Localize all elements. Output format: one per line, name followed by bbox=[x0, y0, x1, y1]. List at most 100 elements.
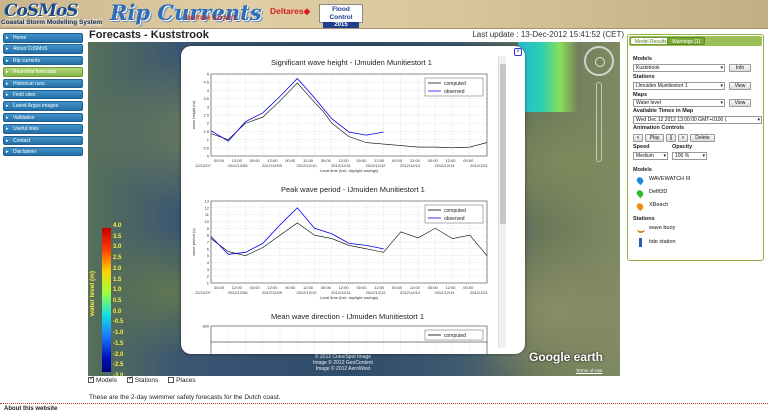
legend-box bbox=[424, 204, 484, 224]
layer-toggle-stations[interactable]: Stations bbox=[126, 375, 163, 384]
x-tick-hour: 12:00 bbox=[339, 285, 350, 290]
y-tick-label: 4.5 bbox=[203, 80, 209, 85]
nav-item-home[interactable]: Home bbox=[3, 33, 83, 43]
y-tick-label: 8 bbox=[207, 233, 210, 238]
x-tick-hour: 00:00 bbox=[356, 158, 367, 163]
nav-item-disclaimer[interactable]: Disclaimer bbox=[3, 146, 83, 157]
view-map-button[interactable]: View bbox=[729, 99, 751, 107]
time-select[interactable]: Wed Dec 12 2012 13:00:00 GMT+0100 ( bbox=[633, 116, 762, 124]
nav-item-historical-runs[interactable]: Historical runs bbox=[3, 78, 83, 89]
left-navigation: HomeAbout CoSMoSRip currentsReal-time fo… bbox=[3, 33, 83, 158]
x-tick-hour: 00:00 bbox=[321, 158, 332, 163]
colorbar-tick: 2.5 bbox=[113, 255, 122, 262]
x-tick-hour: 00:00 bbox=[392, 285, 403, 290]
nav-item-about-cosmos[interactable]: About CoSMoS bbox=[3, 44, 83, 54]
plot-title-peak-period: Peak wave period - IJmuiden Munitiestort… bbox=[281, 185, 425, 194]
speed-select[interactable]: Medium bbox=[633, 152, 668, 160]
anim-play-button[interactable]: Play bbox=[645, 134, 664, 142]
maps-label: Maps bbox=[633, 92, 648, 98]
station-select[interactable]: IJmuiden Munitiestort 1 bbox=[633, 82, 725, 90]
close-icon[interactable]: × bbox=[514, 48, 522, 56]
anim-delete-button[interactable]: Delete bbox=[690, 134, 715, 142]
stations-legend-label: Stations bbox=[633, 216, 655, 222]
x-tick-hour: 12:00 bbox=[445, 285, 456, 290]
terms-of-use-link[interactable]: Terms of Use bbox=[576, 368, 603, 373]
nav-item-latest-argus-images[interactable]: Latest Argus images bbox=[3, 101, 83, 111]
y-tick-label: 4 bbox=[207, 260, 210, 265]
nav-item-useful-links[interactable]: Useful links bbox=[3, 124, 83, 134]
x-tick-date: 2012/12/12 bbox=[365, 290, 386, 295]
places-checkbox[interactable] bbox=[168, 377, 175, 383]
y-tick-label: 1 bbox=[207, 281, 210, 286]
x-tick-hour: 12:00 bbox=[339, 158, 350, 163]
x-tick-hour: 00:00 bbox=[250, 158, 261, 163]
y-tick-label: 2 bbox=[207, 121, 210, 126]
legend-wavewatch: WAVEWATCH III bbox=[649, 176, 691, 182]
model-select[interactable]: Kuststrook bbox=[633, 64, 725, 72]
opacity-select[interactable]: 100 % bbox=[672, 152, 707, 160]
popup-scrollbar[interactable] bbox=[498, 56, 506, 348]
scrollbar-thumb[interactable] bbox=[500, 64, 506, 224]
layer-toggle-models[interactable]: Models bbox=[88, 375, 121, 384]
x-tick-hour: 00:00 bbox=[285, 285, 296, 290]
colorbar-tick: 2.0 bbox=[113, 265, 122, 272]
flood-control-logo[interactable]: Flood Control 2015 bbox=[319, 4, 363, 28]
series-line-observed bbox=[210, 207, 384, 255]
nav-item-contact[interactable]: Contact bbox=[3, 135, 83, 146]
wave-buoy-icon bbox=[637, 226, 645, 233]
x-tick-date: 12/12/07 bbox=[195, 290, 211, 295]
legend-tide-station: tide station bbox=[649, 239, 676, 245]
zoom-slider[interactable] bbox=[596, 82, 602, 162]
x-tick-date: 2012/12/13 bbox=[400, 290, 421, 295]
page-title: Forecasts - Kuststrook bbox=[89, 29, 209, 41]
x-tick-date: 2012/12/10 bbox=[296, 163, 317, 168]
nav-item-rip-currents[interactable]: Rip currents bbox=[3, 55, 83, 66]
nav-item-field-sites[interactable]: Field sites bbox=[3, 89, 83, 100]
x-tick-date: 2012/12/13 bbox=[400, 163, 421, 168]
layer-toggle-places[interactable]: Places bbox=[168, 377, 200, 384]
colorbar-tick: -3.0 bbox=[113, 373, 124, 376]
site-brand: Rip Currents bbox=[110, 0, 262, 25]
wave-direction-chart: 360270computed bbox=[202, 324, 488, 354]
stations-checkbox[interactable] bbox=[126, 375, 133, 383]
nav-item-real-time-forecasts[interactable]: Real-time forecasts bbox=[3, 67, 83, 77]
map-select[interactable]: Water level bbox=[633, 99, 725, 107]
x-tick-hour: 12:00 bbox=[374, 285, 385, 290]
legend-label: computed bbox=[444, 208, 466, 214]
y-axis-label: wave period (s) bbox=[191, 228, 196, 256]
series-line-computed bbox=[210, 222, 488, 257]
x-tick-hour: 00:00 bbox=[463, 158, 474, 163]
info-button[interactable]: Info bbox=[729, 64, 751, 72]
legend-label: computed bbox=[444, 333, 466, 339]
view-station-button[interactable]: View bbox=[729, 82, 751, 90]
deltares-logo[interactable]: Deltares◆ bbox=[270, 6, 311, 16]
y-tick-label: 7 bbox=[207, 240, 210, 245]
times-label: Available Times in Map bbox=[633, 108, 694, 114]
x-tick-hour: 12:00 bbox=[267, 158, 278, 163]
anim-next-button[interactable]: > bbox=[678, 134, 688, 142]
nav-item-validation[interactable]: Validation bbox=[3, 112, 83, 123]
x-tick-date: 2012/12/08 bbox=[227, 290, 248, 295]
anim-pause-button[interactable]: || bbox=[666, 134, 676, 142]
y-axis-label: wave height (m) bbox=[191, 100, 196, 129]
x-tick-date: 2012/12/09 bbox=[262, 290, 283, 295]
colorbar-tick: 0.5 bbox=[113, 298, 122, 304]
navigation-compass-icon[interactable] bbox=[584, 46, 614, 76]
models-checkbox[interactable] bbox=[88, 375, 94, 383]
plot-title-wave-direction: Mean wave direction - IJmuiden Munitiest… bbox=[271, 312, 424, 321]
tab-model-results[interactable]: Model Results bbox=[630, 37, 672, 45]
anim-prev-button[interactable]: < bbox=[633, 134, 643, 142]
cosmos-logo[interactable]: CoSMoS bbox=[4, 1, 79, 21]
panel-tabs: Model Results Warnings (1) bbox=[629, 36, 762, 46]
colorbar-tick: 1.5 bbox=[113, 276, 122, 283]
about-footer[interactable]: About this website bbox=[0, 403, 768, 413]
y-tick-label: 0 bbox=[207, 154, 210, 159]
x-tick-hour: 12:00 bbox=[303, 285, 314, 290]
wave-height-chart: 5 4.5 4 3.5 3 2.5 2 1.5 1 0.5 0 00:00 12:00 00:00 12:0… bbox=[191, 72, 489, 174]
x-tick-hour: 12:00 bbox=[374, 158, 385, 163]
station-timeseries-popup: × Significant wave height - IJmuiden Mun… bbox=[181, 46, 525, 354]
colorbar-tick: 4.0 bbox=[113, 223, 122, 229]
colorbar-tick: 1.0 bbox=[113, 287, 122, 294]
tab-warnings[interactable]: Warnings (1) bbox=[667, 37, 706, 45]
y-tick-label: 9 bbox=[207, 226, 210, 231]
